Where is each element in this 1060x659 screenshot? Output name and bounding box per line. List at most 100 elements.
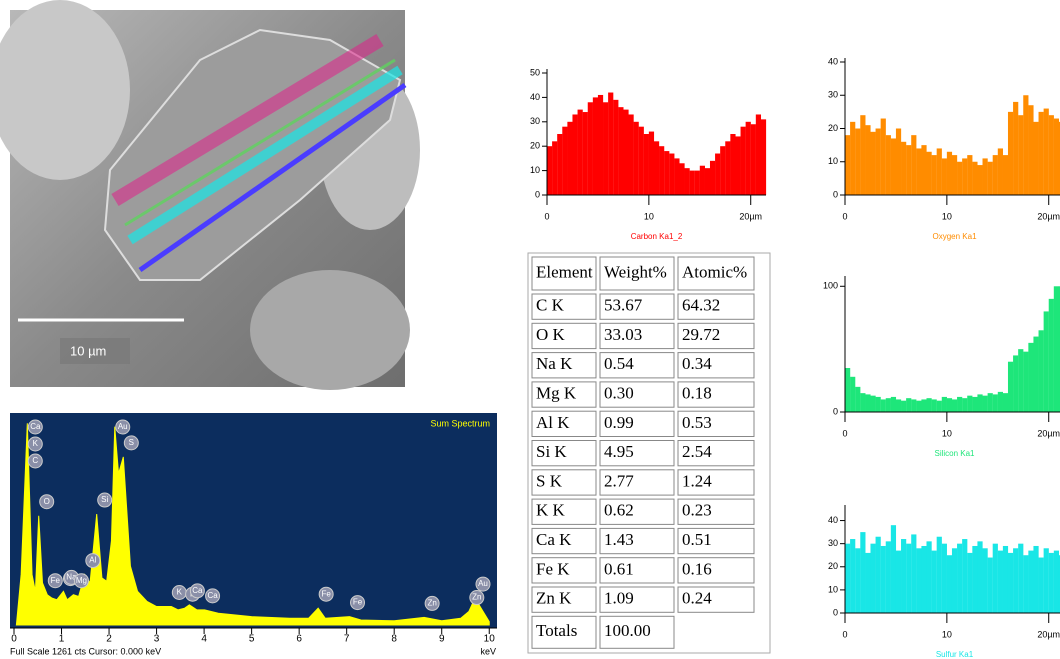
y-tick-label: 30 [828,90,838,100]
bar [957,543,963,613]
bar [1043,548,1049,613]
bar [1013,101,1019,195]
bar [951,155,958,195]
bar [901,539,907,613]
table-cell [677,586,755,613]
spectrum-area [15,423,490,626]
bar [906,145,912,195]
y-tick-label: 50 [530,67,540,77]
bar [740,126,746,195]
bar [946,555,953,613]
bar [885,135,891,195]
x-tick-label: 10 [644,211,654,221]
cell-text: 0.23 [682,501,712,520]
peak-marker [73,573,89,589]
peak-label: S [129,438,134,447]
x-tick-label: 0 [842,428,847,438]
bar [582,112,588,195]
x-tick-label: 7 [344,634,350,645]
table-cell [531,557,597,584]
bar [1053,118,1060,195]
x-tick-label: 0 [544,211,549,221]
cell-text: Ca K [536,530,572,549]
chart-title: Carbon Ka1_2 [631,232,683,241]
cell-text: 4.95 [604,442,634,461]
bar [987,161,993,195]
table-cell [677,352,755,379]
particle [0,0,130,180]
cell-text: 0.24 [682,589,712,608]
x-tick-label: 20µm [1037,629,1060,639]
cell-text: Fe K [536,559,570,578]
y-tick-label: 20 [828,561,838,571]
scan-line [124,58,396,227]
peak-label: Zn [472,593,481,602]
x-tick-label: 10 [484,634,496,645]
peak-label: C [32,456,38,465]
bar [1023,555,1029,613]
bar [669,153,675,195]
bar [850,539,856,613]
cell-text: 64.32 [682,296,720,315]
x-tick-label: 5 [249,634,255,645]
x-tick-label: 10 [942,629,952,639]
bar [1028,550,1034,613]
bar [865,125,871,195]
table-cell [677,498,755,525]
bar [936,400,942,412]
bar [870,131,876,195]
bar [946,151,953,195]
bar [643,134,649,195]
bar [1023,95,1029,195]
bar [977,165,983,195]
scan-line [127,65,403,245]
bar [875,536,881,613]
x-tick-label: 0 [11,634,17,645]
x-tick-label: 2 [106,634,112,645]
bar [592,97,599,195]
peak-label: Au [478,579,488,588]
bar [547,146,553,195]
bar [1053,550,1060,613]
chart-title: Silicon Ka1 [934,449,975,458]
table-cell [531,256,597,291]
bar [633,121,639,195]
bar [1028,105,1034,195]
cell-text: 1.24 [682,471,712,490]
bar [572,114,578,195]
bar [946,398,953,412]
bar [880,545,886,613]
bar [911,399,917,412]
cell-text: K K [536,501,566,520]
bar [1033,121,1039,195]
bar [704,168,711,195]
cell-text: Si K [536,442,567,461]
bar [931,155,937,195]
bar [982,158,988,195]
bar [916,148,922,195]
bar [552,141,558,195]
bar [921,399,927,412]
bar [931,399,937,412]
y-tick-label: 10 [828,156,838,166]
bar [987,393,993,412]
particle [250,270,410,390]
peak-marker [189,583,205,599]
x-tick-label: 8 [391,634,397,645]
y-tick-label: 30 [530,116,540,126]
bar [1048,115,1054,195]
bar [992,394,998,412]
bar [875,396,881,412]
bar [850,121,856,195]
bar [709,160,716,195]
spectrum-title: Sum Spectrum [430,418,490,428]
peak-label: Si [101,495,108,504]
bar [664,151,670,195]
cell-text: 0.51 [682,530,712,549]
bar [623,109,629,195]
table-cell [677,381,755,408]
cell-text: 2.54 [682,442,712,461]
bar [674,158,680,195]
table-cell [677,256,755,291]
bar [562,126,568,195]
